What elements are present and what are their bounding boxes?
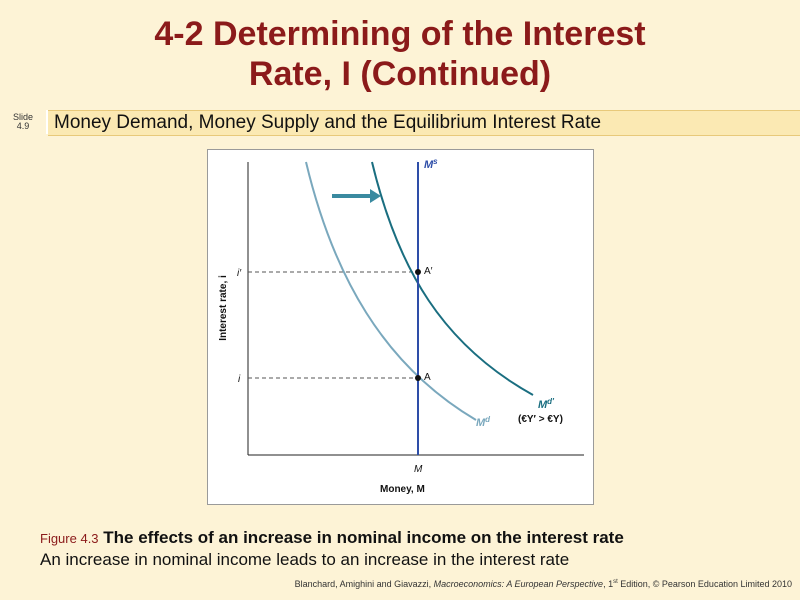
credit-authors: Blanchard, Amighini and Giavazzi, xyxy=(294,579,434,589)
figure-number: Figure 4.3 xyxy=(40,531,99,546)
tick-label-i: i xyxy=(238,374,241,385)
money-demand-shifted-curve xyxy=(371,161,534,396)
y-axis-label: Interest rate, i xyxy=(218,275,229,341)
slide-title-line2: Rate, I (Continued) xyxy=(248,55,552,93)
money-market-diagram: Ms A′ A i′ i M Md Md′ (€Y′ > €Y) Money, … xyxy=(218,157,584,495)
supply-label: Ms xyxy=(424,157,438,171)
point-a-label: A xyxy=(424,372,431,383)
shift-arrow-icon xyxy=(370,189,381,203)
slide-number-label: Slide 4.9 xyxy=(9,113,37,131)
credit-edition-pre: , 1 xyxy=(603,579,614,589)
slide-subtitle: Money Demand, Money Supply and the Equil… xyxy=(54,112,602,133)
slide-label-number: 4.9 xyxy=(16,121,30,131)
equilibrium-point-a-prime xyxy=(415,269,421,275)
subtitle-divider xyxy=(46,110,48,134)
slide-title-line1: 4-2 Determining of the Interest xyxy=(154,15,646,53)
tick-label-i-prime: i′ xyxy=(237,268,242,279)
credit-edition-sup: st xyxy=(613,579,618,585)
tick-label-m: M xyxy=(414,464,423,475)
money-demand-curve xyxy=(305,161,477,421)
slide-label-word: Slide xyxy=(12,112,33,122)
source-credit: Blanchard, Amighini and Giavazzi, Macroe… xyxy=(295,576,792,590)
credit-edition-post: Edition, © Pearson Education Limited 201… xyxy=(617,579,792,589)
demand-label: Md xyxy=(476,415,491,429)
slide-title: 4-2 Determining of the Interest Rate, I … xyxy=(0,14,800,94)
equilibrium-point-a xyxy=(415,375,421,381)
demand-shifted-label: Md′ xyxy=(538,397,555,411)
figure-description: An increase in nominal income leads to a… xyxy=(40,550,570,569)
point-a-prime-label: A′ xyxy=(424,266,433,277)
figure-caption: Figure 4.3 The effects of an increase in… xyxy=(40,527,624,550)
figure-title: The effects of an increase in nominal in… xyxy=(103,528,624,547)
subtitle-bar xyxy=(48,110,800,136)
x-axis-label: Money, M xyxy=(380,484,425,495)
income-condition-label: (€Y′ > €Y) xyxy=(518,414,563,425)
credit-book: Macroeconomics: A European Perspective xyxy=(433,579,604,589)
figure-panel: Ms A′ A i′ i M Md Md′ (€Y′ > €Y) Money, … xyxy=(207,149,594,505)
